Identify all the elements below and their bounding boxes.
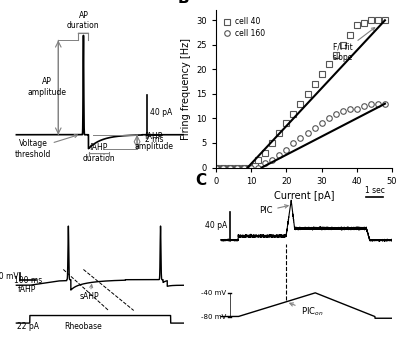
- Text: sAHP: sAHP: [80, 284, 100, 300]
- cell 40: [298, 102, 303, 106]
- cell 40: [263, 151, 268, 155]
- cell 40: [256, 158, 261, 162]
- cell 40: [242, 165, 246, 170]
- X-axis label: Current [pA]: Current [pA]: [274, 191, 334, 201]
- Text: -40 mV: -40 mV: [201, 290, 226, 296]
- Y-axis label: Firing frequency [Hz]: Firing frequency [Hz]: [181, 38, 191, 140]
- cell 40: [249, 165, 254, 170]
- Text: 40 pA: 40 pA: [205, 221, 227, 230]
- cell 160: [242, 165, 246, 170]
- Text: 1 sec: 1 sec: [365, 186, 385, 195]
- cell 160: [214, 165, 218, 170]
- cell 40: [228, 165, 232, 170]
- cell 160: [382, 102, 387, 106]
- cell 160: [368, 102, 373, 106]
- cell 160: [340, 109, 345, 113]
- cell 40: [376, 18, 380, 22]
- Text: B: B: [177, 0, 189, 6]
- cell 160: [291, 141, 296, 145]
- cell 160: [284, 148, 289, 153]
- cell 40: [368, 18, 373, 22]
- cell 40: [340, 43, 345, 47]
- cell 40: [305, 92, 310, 96]
- Text: 10 mV: 10 mV: [0, 272, 19, 281]
- cell 160: [249, 165, 254, 170]
- cell 160: [235, 165, 240, 170]
- cell 160: [362, 104, 366, 108]
- cell 160: [354, 106, 359, 111]
- cell 160: [256, 165, 261, 170]
- cell 40: [214, 165, 218, 170]
- cell 160: [326, 116, 331, 120]
- cell 160: [277, 153, 282, 157]
- cell 160: [347, 106, 352, 111]
- cell 160: [312, 126, 317, 131]
- Text: fAHP: fAHP: [18, 285, 36, 294]
- Text: fAHP
amplitude: fAHP amplitude: [134, 132, 173, 151]
- cell 40: [270, 141, 275, 145]
- Legend: cell 40, cell 160: cell 40, cell 160: [220, 14, 268, 41]
- cell 40: [312, 82, 317, 86]
- Text: F/I fit
slope: F/I fit slope: [332, 28, 375, 61]
- Line: cell 160: cell 160: [213, 101, 388, 170]
- cell 160: [333, 111, 338, 116]
- cell 40: [277, 131, 282, 135]
- Text: Voltage
threshold: Voltage threshold: [15, 135, 78, 158]
- Text: 22 pA: 22 pA: [17, 322, 39, 332]
- cell 160: [319, 121, 324, 125]
- cell 160: [228, 165, 232, 170]
- cell 40: [354, 23, 359, 27]
- cell 40: [319, 72, 324, 76]
- Text: PIC$_{on}$: PIC$_{on}$: [290, 303, 323, 318]
- cell 160: [376, 102, 380, 106]
- cell 160: [221, 165, 226, 170]
- cell 160: [298, 136, 303, 140]
- Text: Rheobase: Rheobase: [64, 322, 102, 332]
- Text: C: C: [195, 173, 206, 188]
- Text: PIC: PIC: [259, 205, 288, 215]
- Line: cell 40: cell 40: [213, 17, 388, 170]
- Text: AP
duration: AP duration: [67, 11, 100, 30]
- Text: 100 ms: 100 ms: [14, 276, 42, 285]
- cell 40: [333, 53, 338, 57]
- cell 160: [270, 158, 275, 162]
- cell 40: [382, 18, 387, 22]
- cell 40: [362, 21, 366, 25]
- cell 40: [284, 121, 289, 125]
- cell 40: [347, 33, 352, 37]
- cell 40: [326, 62, 331, 67]
- cell 160: [263, 161, 268, 165]
- cell 40: [221, 165, 226, 170]
- cell 40: [235, 165, 240, 170]
- Text: 40 pA: 40 pA: [150, 108, 172, 117]
- Text: -80 mV: -80 mV: [201, 313, 226, 320]
- cell 40: [252, 164, 257, 168]
- Text: AP
amplitude: AP amplitude: [27, 77, 66, 97]
- Text: 2 ms: 2 ms: [146, 135, 164, 144]
- Text: fAHP
duration: fAHP duration: [82, 143, 115, 163]
- cell 40: [291, 111, 296, 116]
- cell 160: [305, 131, 310, 135]
